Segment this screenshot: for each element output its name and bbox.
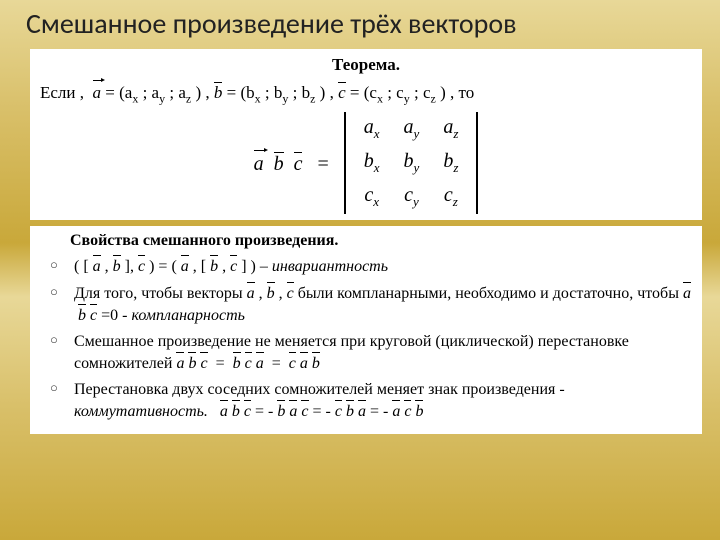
p2-mid: были компланарными, необходимо и достато… [298, 285, 683, 302]
p2-eq: =0 - [101, 307, 131, 324]
p2-lead: Для того, чтобы векторы [74, 285, 247, 302]
property-coplanar: Для того, чтобы векторы a , b , c были к… [48, 283, 692, 326]
theorem-vectors-line: Если , a = (ax ; ay ; az ) , b = (bx ; b… [40, 81, 692, 106]
theorem-label: Теорема. [40, 55, 692, 75]
property-invariance: ( [ a , b ], c ) = ( a , [ b , c ] ) – и… [48, 256, 692, 278]
theorem-pre: Если , [40, 83, 84, 102]
commutative-word: коммутативность. [74, 403, 208, 420]
coplanar-word: компланарность [131, 307, 244, 324]
determinant: axayaz bxbybz cxcycz [344, 112, 479, 214]
property-cyclic: Смешанное произведение не меняется при к… [48, 331, 692, 374]
property-commutative: Перестановка двух соседних сомножителей … [48, 379, 692, 422]
p3-text: Смешанное произведение не меняется при к… [74, 333, 629, 372]
determinant-equation: a b c = axayaz bxbybz cxcycz [40, 112, 692, 214]
page-title: Смешанное произведение трёх векторов [0, 0, 720, 43]
properties-label: Свойства смешанного произведения. [40, 232, 692, 250]
properties-list: ( [ a , b ], c ) = ( a , [ b , c ] ) – и… [40, 256, 692, 422]
theorem-panel: Теорема. Если , a = (ax ; ay ; az ) , b … [30, 49, 702, 220]
properties-panel: Свойства смешанного произведения. ( [ a … [30, 226, 702, 433]
invariance-word: инвариантность [272, 258, 388, 275]
p4-text: Перестановка двух соседних сомножителей … [74, 381, 565, 398]
